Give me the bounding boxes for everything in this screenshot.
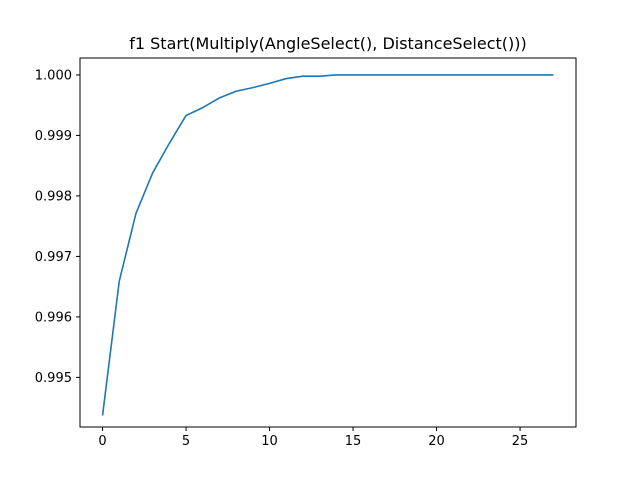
series-line <box>103 75 554 416</box>
y-tick-label: 0.997 <box>35 250 72 265</box>
chart-title: f1 Start(Multiply(AngleSelect(), Distanc… <box>129 34 526 53</box>
y-tick-label: 1.000 <box>35 68 72 83</box>
x-tick-label: 5 <box>182 434 190 449</box>
axes: 0 5 10 15 20 25 0.995 0.996 0.997 0.998 0.999 1.000 <box>35 58 576 449</box>
x-tick-label: 0 <box>98 434 106 449</box>
y-tick-label: 0.996 <box>35 310 72 325</box>
x-tick-label: 20 <box>428 434 445 449</box>
y-tick-label: 0.998 <box>35 189 72 204</box>
x-tick-label: 25 <box>512 434 529 449</box>
plot-frame <box>80 58 576 427</box>
y-tick-label: 0.995 <box>35 371 72 386</box>
x-tick-label: 15 <box>345 434 362 449</box>
x-tick-label: 10 <box>261 434 278 449</box>
y-tick-label: 0.999 <box>35 129 72 144</box>
series-layer <box>103 75 554 416</box>
